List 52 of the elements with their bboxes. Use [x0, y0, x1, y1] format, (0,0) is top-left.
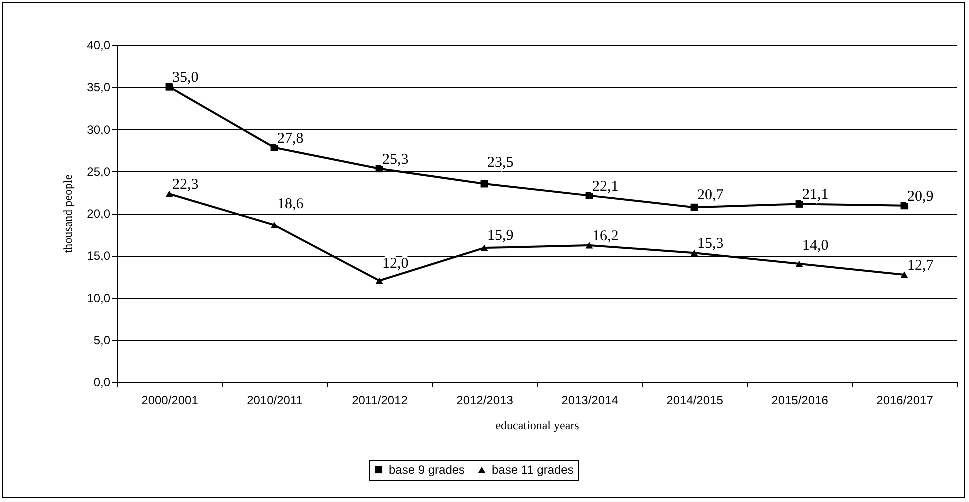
point [270, 222, 278, 229]
point [376, 278, 384, 284]
legend-label: base 11 grades [492, 463, 574, 477]
data-label: 20,7 [698, 188, 724, 204]
y-tick-label: 0,0 [94, 376, 111, 390]
point [900, 202, 908, 210]
y-tick-label: 5,0 [94, 333, 111, 348]
point [376, 165, 384, 173]
x-tick-label: 2016/2017 [876, 394, 934, 408]
point [480, 244, 488, 252]
data-label: 20,9 [908, 188, 934, 205]
data-label: 18,6 [278, 196, 304, 212]
data-label: 35,0 [172, 70, 199, 86]
data-label: 22,1 [592, 178, 619, 195]
data-label: 12,0 [382, 256, 409, 272]
data-label: 15,9 [488, 228, 514, 244]
x-tick-label: 2014/2015 [666, 394, 724, 408]
point [270, 144, 278, 152]
data-label: 25,3 [382, 152, 409, 168]
x-tick-label: 2013/2014 [562, 394, 619, 408]
x-axis-title: educational years [496, 418, 580, 432]
x-tick-label: 2011/2012 [352, 394, 408, 408]
point [900, 272, 908, 278]
x-tick-label: 2000/2001 [142, 394, 199, 408]
point [586, 242, 594, 249]
legend-label: base 9 grades [389, 463, 466, 477]
data-label: 21,1 [802, 187, 829, 204]
data-label: 23,5 [488, 155, 514, 172]
point [166, 83, 174, 91]
point [586, 192, 594, 200]
data-label: 16,2 [592, 228, 619, 245]
y-tick-label: 40,0 [87, 38, 111, 52]
data-label: 12,7 [908, 258, 934, 274]
y-tick-label: 20,0 [87, 207, 111, 221]
data-label: 27,8 [278, 130, 304, 147]
data-label: 22,3 [172, 177, 199, 194]
x-tick-label: 2012/2013 [456, 394, 514, 408]
point [796, 260, 804, 268]
data-label: 15,3 [698, 236, 724, 252]
y-tick-label: 15,0 [87, 249, 111, 264]
point [796, 200, 804, 208]
x-tick-label: 2010/2011 [247, 394, 304, 408]
y-tick-label: 10,0 [87, 291, 111, 306]
y-tick-label: 30,0 [87, 122, 111, 137]
point [690, 250, 698, 256]
point [690, 204, 698, 212]
y-axis-title: thousand people [61, 174, 76, 254]
data-label: 14,0 [802, 238, 829, 254]
y-tick-label: 35,0 [87, 80, 111, 95]
y-tick-label: 25,0 [87, 164, 111, 179]
point [166, 190, 174, 198]
x-tick-label: 2015/2016 [772, 394, 829, 408]
